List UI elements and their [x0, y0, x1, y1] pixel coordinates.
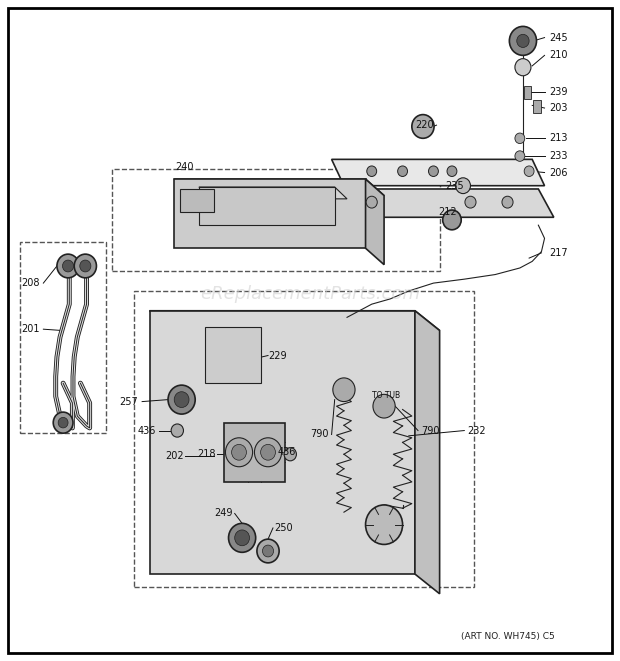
Circle shape [516, 34, 529, 48]
Circle shape [366, 505, 402, 545]
Text: 202: 202 [165, 451, 184, 461]
Circle shape [412, 114, 434, 138]
Polygon shape [224, 422, 285, 482]
Circle shape [515, 59, 531, 76]
Text: 257: 257 [120, 397, 138, 407]
Text: 436: 436 [278, 447, 296, 457]
Text: 201: 201 [21, 324, 40, 334]
Text: 208: 208 [21, 278, 40, 288]
Text: 206: 206 [549, 167, 568, 178]
Circle shape [428, 166, 438, 176]
Text: 218: 218 [198, 449, 216, 459]
Circle shape [502, 196, 513, 208]
Bar [134, 291, 474, 587]
Text: 212: 212 [438, 207, 457, 217]
Circle shape [171, 424, 184, 437]
Bar [112, 169, 440, 271]
Circle shape [447, 166, 457, 176]
Text: 210: 210 [549, 50, 568, 60]
Text: 436: 436 [137, 426, 156, 436]
Text: eReplacementParts.com: eReplacementParts.com [200, 286, 420, 303]
Polygon shape [149, 311, 440, 330]
Polygon shape [366, 179, 384, 264]
Circle shape [257, 539, 279, 563]
Circle shape [366, 196, 378, 208]
Circle shape [58, 417, 68, 428]
Text: 790: 790 [310, 430, 329, 440]
Text: 229: 229 [268, 350, 286, 360]
Polygon shape [149, 311, 415, 574]
Circle shape [397, 166, 407, 176]
Circle shape [168, 385, 195, 414]
Text: 249: 249 [215, 508, 233, 518]
Circle shape [57, 254, 79, 278]
Circle shape [235, 530, 249, 546]
Circle shape [53, 412, 73, 433]
Circle shape [367, 166, 377, 176]
Bar [20, 242, 106, 432]
Polygon shape [332, 159, 544, 186]
Text: 245: 245 [549, 32, 568, 42]
Bar [533, 100, 541, 113]
Circle shape [229, 524, 255, 553]
Bar [205, 327, 260, 383]
Text: (ART NO. WH745) C5: (ART NO. WH745) C5 [461, 632, 554, 641]
Text: 250: 250 [274, 523, 293, 533]
Polygon shape [332, 189, 554, 217]
Circle shape [74, 254, 97, 278]
Circle shape [226, 438, 252, 467]
Bar [523, 86, 531, 98]
Text: 213: 213 [549, 134, 568, 143]
Circle shape [465, 196, 476, 208]
Text: TO TUB: TO TUB [372, 391, 400, 400]
Text: 232: 232 [467, 426, 486, 436]
Polygon shape [199, 187, 347, 199]
Circle shape [456, 178, 471, 194]
Text: 790: 790 [421, 426, 440, 436]
Polygon shape [174, 179, 366, 249]
Bar [180, 189, 215, 212]
Circle shape [260, 444, 275, 460]
Text: 233: 233 [549, 151, 568, 161]
Circle shape [443, 210, 461, 230]
Circle shape [373, 395, 395, 418]
Circle shape [262, 545, 273, 557]
Polygon shape [174, 179, 384, 196]
Text: 220: 220 [415, 120, 433, 130]
Circle shape [254, 438, 281, 467]
Polygon shape [415, 311, 440, 594]
Text: 239: 239 [549, 87, 568, 97]
Circle shape [174, 392, 189, 408]
Circle shape [515, 151, 525, 161]
Text: 217: 217 [549, 248, 568, 258]
Circle shape [80, 260, 91, 272]
Text: 203: 203 [549, 103, 568, 113]
Text: 235: 235 [446, 180, 464, 190]
Circle shape [510, 26, 536, 56]
Circle shape [232, 444, 246, 460]
Circle shape [524, 166, 534, 176]
Text: 240: 240 [175, 162, 194, 173]
Circle shape [284, 447, 296, 461]
Circle shape [63, 260, 74, 272]
Circle shape [515, 133, 525, 143]
Circle shape [333, 378, 355, 402]
Polygon shape [199, 187, 335, 225]
